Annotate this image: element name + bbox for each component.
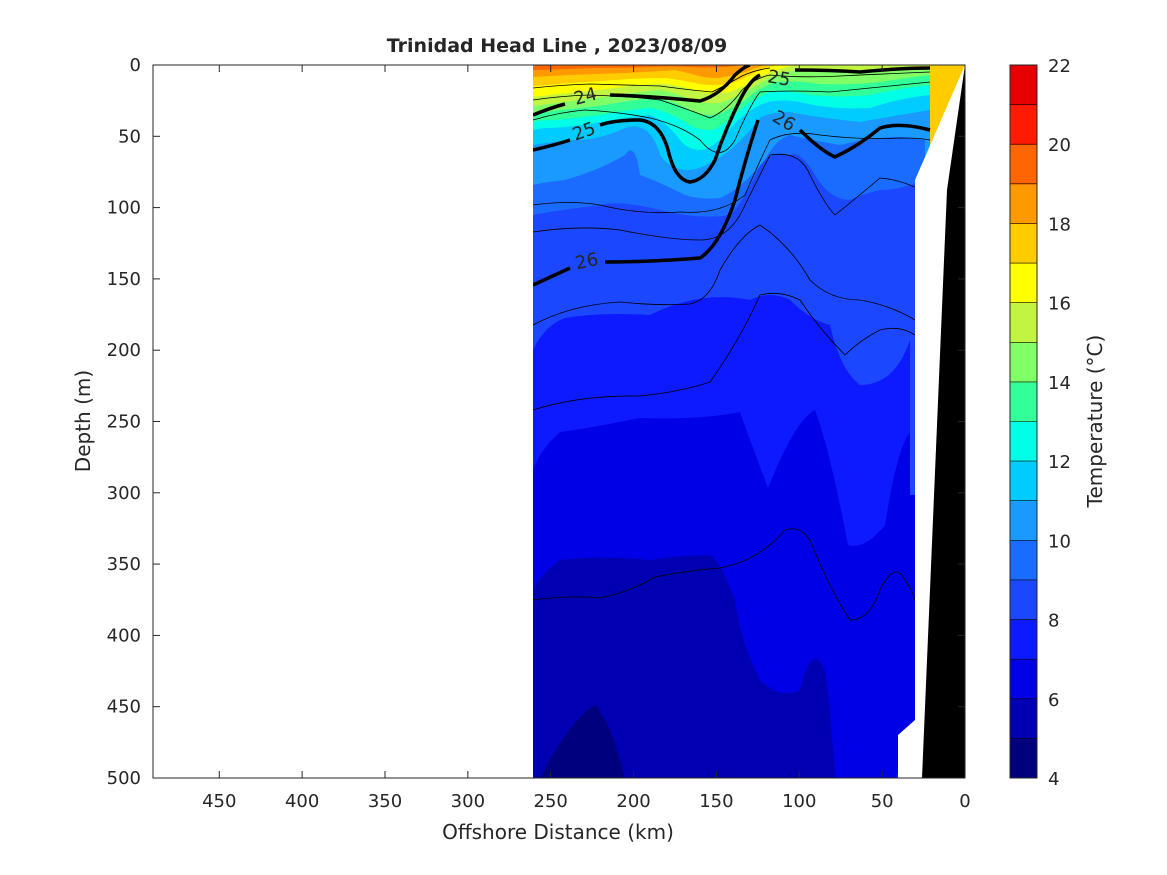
- shelf-bathymetry: [922, 65, 965, 778]
- colorbar-segment: [1010, 421, 1037, 462]
- isopycnal-label: 25: [766, 66, 792, 91]
- x-tick-label: 450: [202, 791, 236, 812]
- y-axis: 0 50 100 150 200 250 300 350 400 450 500: [107, 55, 965, 789]
- colorbar-segment: [1010, 381, 1037, 422]
- colorbar-tick-label: 20: [1048, 135, 1071, 156]
- colorbar-segment: [1010, 342, 1037, 383]
- band-11-12: [533, 65, 965, 778]
- contour-line: [533, 67, 771, 93]
- colorbar-tick-label: 10: [1048, 531, 1071, 552]
- colorbar-label: Temperature (°C): [1083, 335, 1107, 509]
- colorbar-segment: [1010, 738, 1037, 779]
- y-tick-label: 400: [107, 625, 141, 646]
- colorbar-tick-label: 6: [1048, 690, 1059, 711]
- x-axis-label: Offshore Distance (km): [442, 820, 674, 844]
- colorbar-tick-label: 18: [1048, 214, 1071, 235]
- colorbar-segment: [1010, 183, 1037, 224]
- contour-line: [533, 224, 916, 326]
- y-tick-label: 450: [107, 697, 141, 718]
- contour-line: [533, 71, 931, 119]
- x-tick-label: 50: [871, 791, 894, 812]
- colorbar-segment: [1010, 65, 1037, 106]
- colorbar-tick-label: 12: [1048, 452, 1071, 473]
- colorbar-segment: [1010, 698, 1037, 739]
- x-tick-label: 100: [782, 791, 816, 812]
- y-tick-label: 500: [107, 768, 141, 789]
- y-tick-label: 350: [107, 554, 141, 575]
- x-tick-label: 250: [534, 791, 568, 812]
- band-8-9: [533, 65, 965, 778]
- colorbar-tick-label: 8: [1048, 611, 1059, 632]
- x-tick-label: 150: [699, 791, 733, 812]
- colorbar-segment: [1010, 461, 1037, 502]
- x-tick-label: 400: [285, 791, 319, 812]
- chart-title: Trinidad Head Line , 2023/08/09: [387, 35, 727, 57]
- y-tick-label: 0: [130, 55, 141, 76]
- y-tick-label: 100: [107, 198, 141, 219]
- colorbar-tick-label: 22: [1048, 56, 1071, 77]
- y-tick-label: 250: [107, 412, 141, 433]
- x-tick-label: 0: [959, 791, 970, 812]
- colorbar-tick-label: 14: [1048, 373, 1071, 394]
- colorbar-segment: [1010, 579, 1037, 621]
- isopycnal-lines: [533, 65, 931, 287]
- x-tick-label: 200: [616, 791, 650, 812]
- colorbar-segment: [1010, 263, 1037, 304]
- colorbar-segment: [1010, 144, 1037, 185]
- x-tick-label: 350: [368, 791, 402, 812]
- band-18-19: [533, 65, 765, 78]
- band-19-20: [533, 65, 745, 70]
- colorbar-segment: [1010, 500, 1037, 541]
- colorbar-segment: [1010, 104, 1037, 145]
- y-tick-label: 50: [118, 126, 141, 147]
- colorbar-tick-label: 4: [1048, 769, 1059, 790]
- isopycnal-25-line: [533, 66, 931, 184]
- colorbar-segment: [1010, 223, 1037, 264]
- x-tick-label: 300: [451, 791, 485, 812]
- contour-line: [533, 132, 931, 214]
- y-axis-label: Depth (m): [71, 370, 95, 472]
- contour-line: [533, 292, 916, 411]
- colorbar-segment: [1010, 619, 1037, 660]
- colorbar-tick-label: 16: [1048, 294, 1071, 315]
- temperature-field: [533, 65, 965, 778]
- contour-line: [533, 528, 916, 621]
- colorbar-frame: [1009, 64, 1038, 779]
- colorbar-segment: [1010, 659, 1037, 700]
- contour-lines: [533, 67, 931, 621]
- colorbar-ticks: 4 6 8 10 12 14 16 18 20 22: [1048, 56, 1071, 790]
- y-tick-label: 200: [107, 340, 141, 361]
- contour-line: [533, 81, 931, 153]
- colorbar-segment: [1010, 540, 1037, 581]
- contour-line: [533, 153, 931, 241]
- isopycnal-label: 26: [573, 249, 600, 274]
- colorbar: [1009, 64, 1038, 779]
- y-tick-label: 300: [107, 483, 141, 504]
- colorbar-segment: [1010, 302, 1037, 343]
- isopycnal-24-line: [533, 65, 751, 117]
- x-axis: 450 400 350 300 250 200 150 100 50 0: [202, 65, 971, 812]
- y-tick-label: 150: [107, 269, 141, 290]
- isopycnal-26-line: [533, 119, 931, 287]
